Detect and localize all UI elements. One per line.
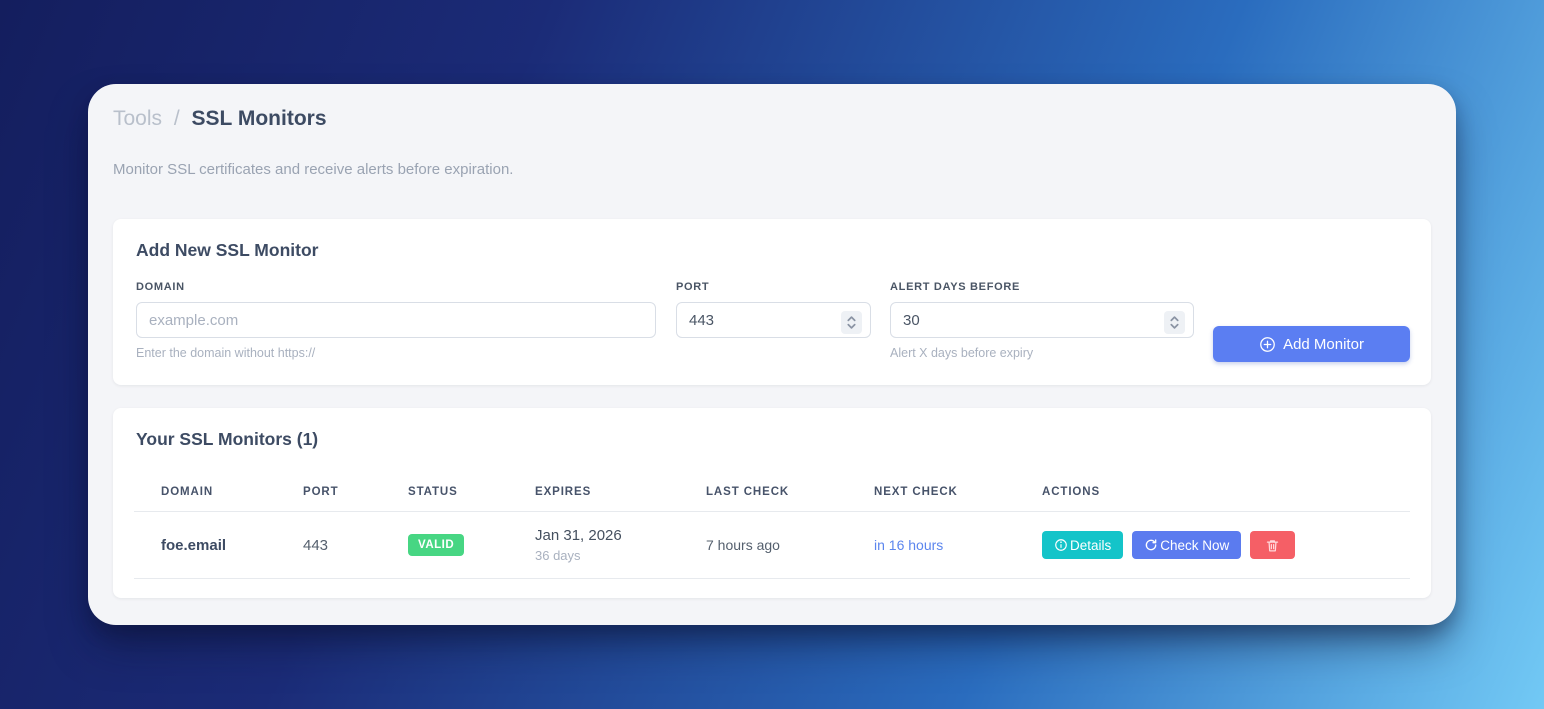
domain-helper-text: Enter the domain without https:// <box>136 346 316 360</box>
port-field-group: PORT <box>676 281 871 338</box>
status-badge: VALID <box>408 534 465 556</box>
alert-days-field-group: ALERT DAYS BEFORE Alert X days before ex… <box>890 281 1194 360</box>
domain-label: DOMAIN <box>136 281 185 293</box>
column-header-status: STATUS <box>408 486 458 498</box>
alert-days-helper-text: Alert X days before expiry <box>890 346 1034 360</box>
refresh-icon <box>1144 538 1158 552</box>
check-now-button-label: Check Now <box>1160 537 1230 553</box>
add-monitor-panel: Add New SSL Monitor DOMAIN Enter the dom… <box>113 219 1431 385</box>
chevron-up-down-icon[interactable] <box>841 311 862 334</box>
monitors-title: Your SSL Monitors (1) <box>136 429 319 449</box>
monitor-status-cell: VALID <box>408 534 535 556</box>
domain-field-group: DOMAIN Enter the domain without https:// <box>136 281 656 360</box>
delete-monitor-button[interactable] <box>1250 531 1296 559</box>
row-actions: Details Check Now <box>1042 531 1410 559</box>
info-circle-icon <box>1054 538 1068 552</box>
port-input[interactable] <box>676 302 871 338</box>
add-monitor-button[interactable]: Add Monitor <box>1213 326 1410 362</box>
monitor-domain: foe.email <box>161 536 227 554</box>
monitor-port: 443 <box>303 536 329 554</box>
details-button[interactable]: Details <box>1042 531 1124 559</box>
port-label: PORT <box>676 281 710 293</box>
expires-days-remaining: 36 days <box>535 548 581 563</box>
add-monitor-title: Add New SSL Monitor <box>136 240 319 260</box>
breadcrumb-tools-link[interactable]: Tools <box>113 107 163 130</box>
page-subtitle: Monitor SSL certificates and receive ale… <box>113 161 514 178</box>
column-header-actions: ACTIONS <box>1042 486 1101 498</box>
monitors-panel: Your SSL Monitors (1) DOMAIN PORT STATUS… <box>113 408 1431 598</box>
breadcrumb-separator: / <box>168 107 186 130</box>
monitor-expires-cell: Jan 31, 2026 36 days <box>535 527 706 563</box>
column-header-expires: EXPIRES <box>535 486 592 498</box>
add-monitor-button-label: Add Monitor <box>1283 335 1364 353</box>
check-now-button[interactable]: Check Now <box>1132 531 1242 559</box>
column-header-port: PORT <box>303 486 339 498</box>
domain-input[interactable] <box>136 302 656 338</box>
page-title: SSL Monitors <box>191 107 327 130</box>
table-header-row: DOMAIN PORT STATUS EXPIRES LAST CHECK NE… <box>134 472 1410 512</box>
next-check-value: in 16 hours <box>874 537 944 553</box>
plus-circle-icon <box>1259 336 1276 353</box>
last-check-value: 7 hours ago <box>706 537 780 553</box>
table-row: foe.email 443 VALID Jan 31, 2026 36 days… <box>134 512 1410 579</box>
trash-icon <box>1265 538 1280 553</box>
alert-days-input[interactable] <box>890 302 1194 338</box>
details-button-label: Details <box>1070 537 1112 553</box>
column-header-domain: DOMAIN <box>161 486 214 498</box>
column-header-last-check: LAST CHECK <box>706 486 790 498</box>
chevron-up-down-icon[interactable] <box>1164 311 1185 334</box>
expires-date: Jan 31, 2026 <box>535 527 622 544</box>
column-header-next-check: NEXT CHECK <box>874 486 958 498</box>
main-card: Tools / SSL Monitors Monitor SSL certifi… <box>88 84 1456 625</box>
alert-days-label: ALERT DAYS BEFORE <box>890 281 1021 293</box>
breadcrumb: Tools / SSL Monitors <box>113 107 327 131</box>
monitors-table: DOMAIN PORT STATUS EXPIRES LAST CHECK NE… <box>134 472 1410 579</box>
